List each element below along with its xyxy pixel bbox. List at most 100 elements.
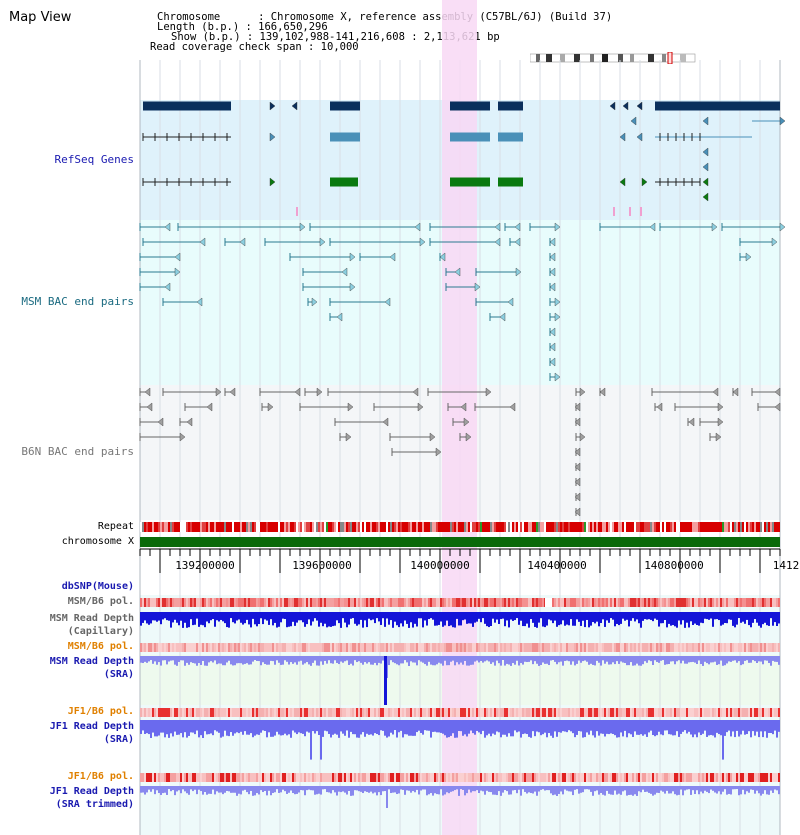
- pol-segment: [148, 598, 150, 607]
- pol-segment: [458, 708, 460, 717]
- pol-segment: [556, 643, 558, 652]
- depth-bar: [314, 612, 316, 619]
- depth-bar: [762, 720, 764, 738]
- track-label-b6n-bac[interactable]: B6N BAC end pairs: [21, 445, 134, 458]
- track-label-jf1-pol-2[interactable]: JF1/B6 pol.: [67, 771, 134, 782]
- pol-segment: [354, 643, 356, 652]
- depth-bar: [686, 656, 688, 664]
- pol-segment: [430, 643, 432, 652]
- depth-bar: [654, 612, 656, 619]
- pol-segment: [470, 708, 472, 717]
- pol-segment: [582, 643, 584, 652]
- depth-bar: [362, 786, 364, 794]
- depth-bar: [546, 612, 548, 626]
- repeat-segment: [616, 522, 618, 532]
- depth-bar: [184, 656, 186, 666]
- depth-bar: [328, 720, 330, 734]
- pol-segment: [220, 773, 222, 782]
- pol-segment: [152, 643, 154, 652]
- pol-segment: [166, 598, 168, 607]
- pol-segment: [264, 708, 266, 717]
- repeat-segment: [506, 522, 508, 532]
- pol-segment: [470, 643, 472, 652]
- track-label-chromosome[interactable]: chromosome X: [61, 536, 134, 547]
- gene-block: [655, 101, 780, 111]
- depth-bar: [532, 786, 534, 794]
- depth-bar: [340, 786, 342, 793]
- pol-segment: [464, 598, 466, 607]
- repeat-segment: [510, 522, 512, 532]
- depth-bar: [544, 720, 546, 733]
- pol-segment: [386, 643, 388, 652]
- track-label-jf1-pol[interactable]: JF1/B6 pol.: [67, 706, 134, 717]
- depth-bar: [266, 656, 268, 665]
- depth-bar: [182, 786, 184, 790]
- track-label-dbsnp[interactable]: dbSNP(Mouse): [61, 581, 134, 592]
- depth-bar: [742, 720, 744, 731]
- track-label-msm-depth-capillary[interactable]: MSM Read Depth: [49, 613, 134, 624]
- repeat-segment: [596, 522, 598, 532]
- repeat-segment: [534, 522, 536, 532]
- track-label-msm-pol[interactable]: MSM/B6 pol.: [67, 596, 134, 607]
- pol-segment: [732, 708, 734, 717]
- depth-bar: [444, 612, 446, 626]
- pol-segment: [506, 773, 508, 782]
- b6n-bac-arrow: [229, 387, 236, 397]
- depth-bar: [406, 720, 408, 735]
- track-label-jf1-depth-trimmed[interactable]: JF1 Read Depth: [49, 786, 134, 797]
- pol-segment: [234, 708, 236, 717]
- depth-bar: [588, 612, 590, 628]
- repeat-segment: [406, 522, 408, 532]
- repeat-segment: [188, 522, 190, 532]
- depth-bar: [430, 786, 432, 794]
- pol-segment: [760, 773, 762, 782]
- depth-bar: [770, 612, 772, 619]
- track-label-msm-bac[interactable]: MSM BAC end pairs: [21, 295, 134, 308]
- pol-segment: [716, 708, 718, 717]
- pol-segment: [678, 643, 680, 652]
- pol-segment: [720, 708, 722, 717]
- repeat-segment: [216, 522, 218, 532]
- depth-bar: [278, 612, 280, 627]
- repeat-segment: [768, 522, 770, 532]
- depth-bar: [298, 720, 300, 733]
- depth-bar: [706, 720, 708, 737]
- repeat-segment: [668, 522, 670, 532]
- track-label-repeat[interactable]: Repeat: [97, 521, 134, 532]
- depth-bar: [416, 786, 418, 790]
- track-label-refseq-genes[interactable]: RefSeq Genes: [54, 153, 134, 166]
- repeat-segment: [778, 522, 780, 532]
- pol-segment: [604, 708, 606, 717]
- depth-bar: [480, 612, 482, 623]
- depth-bar: [450, 612, 452, 626]
- pol-segment: [190, 643, 192, 652]
- pol-segment: [574, 598, 576, 607]
- chromosome-ideogram[interactable]: [530, 52, 700, 64]
- repeat-segment: [650, 522, 652, 532]
- pol-segment: [754, 598, 756, 607]
- repeat-segment: [254, 522, 256, 532]
- repeat-segment: [624, 522, 626, 532]
- track-label-jf1-depth-sra[interactable]: JF1 Read Depth: [49, 721, 134, 732]
- depth-bar: [550, 720, 552, 736]
- depth-bar: [314, 786, 316, 795]
- repeat-segment: [754, 522, 756, 532]
- pol-segment: [696, 598, 698, 607]
- depth-bar: [664, 612, 666, 621]
- pol-segment: [676, 598, 678, 607]
- depth-bar: [378, 612, 380, 622]
- depth-bar: [582, 720, 584, 738]
- depth-bar: [414, 656, 416, 663]
- pol-segment: [638, 598, 640, 607]
- track-label-msm-depth-sra[interactable]: MSM Read Depth: [49, 656, 134, 667]
- repeat-segment: [614, 522, 616, 532]
- pol-segment: [160, 643, 162, 652]
- msm-bac-arrow: [515, 267, 522, 277]
- pol-segment: [156, 773, 158, 782]
- depth-bar: [698, 612, 700, 626]
- track-label-msm-pol-2[interactable]: MSM/B6 pol.: [67, 641, 134, 652]
- repeat-segment: [626, 522, 628, 532]
- pol-segment: [214, 598, 216, 607]
- repeat-segment: [634, 522, 636, 532]
